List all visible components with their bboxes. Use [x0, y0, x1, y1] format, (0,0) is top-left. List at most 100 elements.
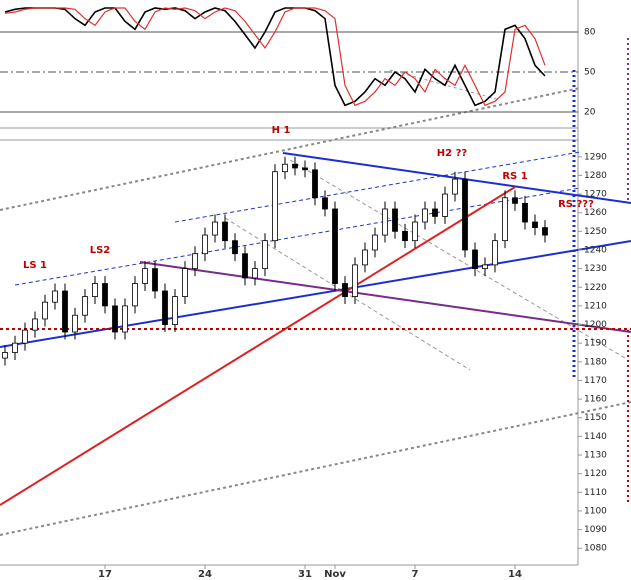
candle-body — [522, 202, 528, 223]
y-tick-label: 1260 — [584, 208, 607, 218]
candle-body — [342, 283, 348, 297]
candle-body — [82, 296, 88, 316]
y-tick-label: 1240 — [584, 245, 607, 255]
x-tick-label: 17 — [98, 569, 112, 580]
candle-body — [432, 208, 438, 217]
candle-body — [92, 283, 98, 297]
y-tick-label: 80 — [584, 28, 596, 38]
candle-body — [482, 264, 488, 270]
candle-body — [402, 230, 408, 242]
candle-body — [52, 290, 58, 303]
candle-body — [102, 283, 108, 307]
candle-body — [412, 221, 418, 242]
candle-body — [192, 253, 198, 270]
candle-body — [502, 197, 508, 242]
rising-line — [0, 186, 516, 506]
candle-body — [462, 178, 468, 251]
y-tick-label: 1290 — [584, 152, 607, 162]
candle-body — [62, 290, 68, 333]
candle-body — [32, 318, 38, 331]
candle-body — [142, 268, 148, 284]
y-tick-label: 1210 — [584, 301, 607, 311]
y-tick-label: 1140 — [584, 432, 607, 442]
y-tick-label: 1080 — [584, 544, 607, 554]
candle-body — [392, 208, 398, 232]
candle-body — [272, 171, 278, 242]
annotation: LS 1 — [23, 260, 47, 271]
y-tick-label: 1200 — [584, 320, 607, 330]
y-tick-label: 1270 — [584, 190, 607, 200]
trend-lines — [0, 38, 631, 536]
candle-body — [282, 163, 288, 173]
candle-body — [542, 227, 548, 236]
channel-line — [224, 217, 471, 371]
candle-body — [292, 163, 298, 169]
candle-body — [442, 193, 448, 217]
candle-body — [232, 240, 238, 255]
candle-body — [2, 352, 8, 359]
candle-body — [312, 169, 318, 199]
oscillator-line — [4, 7, 546, 107]
candle-body — [132, 283, 138, 307]
trend-line — [0, 87, 581, 211]
x-tick-label: Nov — [324, 569, 346, 580]
candle-body — [182, 268, 188, 297]
candle-body — [42, 301, 48, 320]
y-tick-label: 1230 — [584, 264, 607, 274]
y-tick-label: 1130 — [584, 451, 607, 461]
candle-body — [532, 221, 538, 229]
candle-body — [352, 264, 358, 297]
y-tick-label: 20 — [584, 108, 596, 118]
y-tick-label: 50 — [584, 68, 596, 78]
resistance-line — [282, 152, 631, 204]
y-tick-label: 1120 — [584, 469, 607, 479]
candle-body — [242, 253, 248, 279]
trend-line — [0, 401, 631, 536]
candle-body — [12, 342, 18, 353]
x-tick-label: 24 — [198, 569, 212, 580]
annotation: H 1 — [272, 125, 291, 136]
channel-line — [174, 151, 581, 223]
y-tick-label: 1110 — [584, 488, 607, 498]
oscillator-line — [4, 7, 546, 107]
candle-body — [472, 249, 478, 270]
y-tick-label: 1180 — [584, 357, 607, 367]
x-tick-label: 7 — [412, 569, 419, 580]
candle-body — [512, 197, 518, 204]
annotation: LS2 — [90, 245, 111, 256]
annotation: RS 1 — [502, 171, 527, 182]
channel-line — [389, 69, 501, 101]
candle-body — [122, 305, 128, 333]
candle-body — [22, 329, 28, 344]
candle-body — [332, 208, 338, 284]
x-tick-label: 31 — [298, 569, 312, 580]
y-tick-label: 1170 — [584, 376, 607, 386]
candle-body — [112, 305, 118, 333]
annotation: H2 ?? — [437, 148, 468, 159]
neckline — [0, 240, 631, 348]
candle-body — [72, 314, 78, 333]
candle-body — [372, 234, 378, 251]
channel-line — [289, 159, 626, 359]
candle-body — [452, 178, 458, 195]
support-line — [139, 261, 631, 333]
annotation: RS ??? — [558, 199, 594, 210]
candle-body — [202, 234, 208, 255]
y-tick-label: 1280 — [584, 171, 607, 181]
candle-body — [222, 221, 228, 242]
y-tick-label: 1190 — [584, 339, 607, 349]
candle-body — [322, 197, 328, 210]
candle-body — [152, 268, 158, 292]
candle-body — [302, 167, 308, 171]
candle-body — [422, 208, 428, 223]
candle-body — [382, 208, 388, 236]
y-tick-label: 1150 — [584, 413, 607, 423]
candle-body — [172, 296, 178, 325]
y-tick-label: 1220 — [584, 283, 607, 293]
candle-body — [492, 240, 498, 266]
y-tick-label: 1160 — [584, 395, 607, 405]
y-tick-label: 1090 — [584, 525, 607, 535]
candle-body — [212, 221, 218, 236]
candle-body — [162, 290, 168, 325]
